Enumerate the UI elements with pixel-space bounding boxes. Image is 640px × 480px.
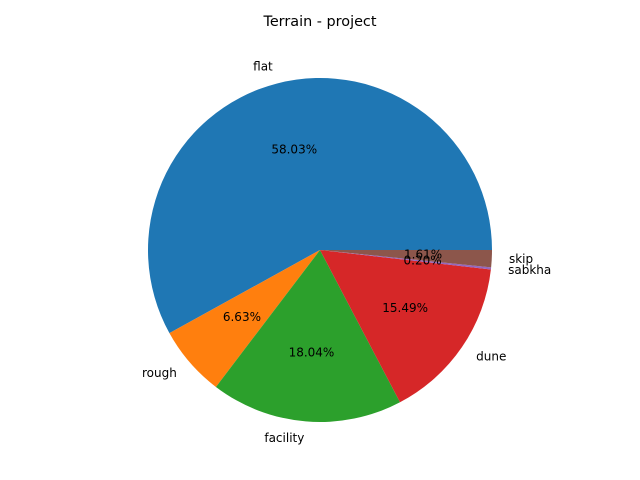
slice-label-dune: dune <box>476 349 506 363</box>
slice-label-sabkha: sabkha <box>508 263 551 277</box>
pie-slice-sabkha <box>320 250 492 270</box>
slice-label-skip: skip <box>509 252 533 266</box>
slice-label-flat: flat <box>253 59 273 73</box>
pie-slice-facility <box>215 250 401 423</box>
pie-slice-dune <box>320 250 491 403</box>
percent-labels: 58.03% 6.63% 18.04% 15.49% 0.20%1.61% <box>223 143 442 360</box>
percent-label-flat: 58.03% <box>271 143 317 157</box>
pie-slices <box>147 78 492 423</box>
pie-slice-flat <box>147 78 492 334</box>
percent-label-rough: 6.63% <box>223 310 261 324</box>
pie-slice-skip <box>320 250 492 268</box>
percent-label-sabkha: 0.20% <box>404 254 442 268</box>
percent-label-skip: 1.61% <box>404 248 442 262</box>
chart-title: Terrain - project <box>262 14 376 30</box>
percent-label-facility: 18.04% <box>289 345 335 359</box>
slice-label-rough: rough <box>142 366 177 380</box>
pie-slice-rough <box>169 250 320 387</box>
percent-label-dune: 15.49% <box>382 301 428 315</box>
slice-label-facility: facility <box>264 431 304 445</box>
